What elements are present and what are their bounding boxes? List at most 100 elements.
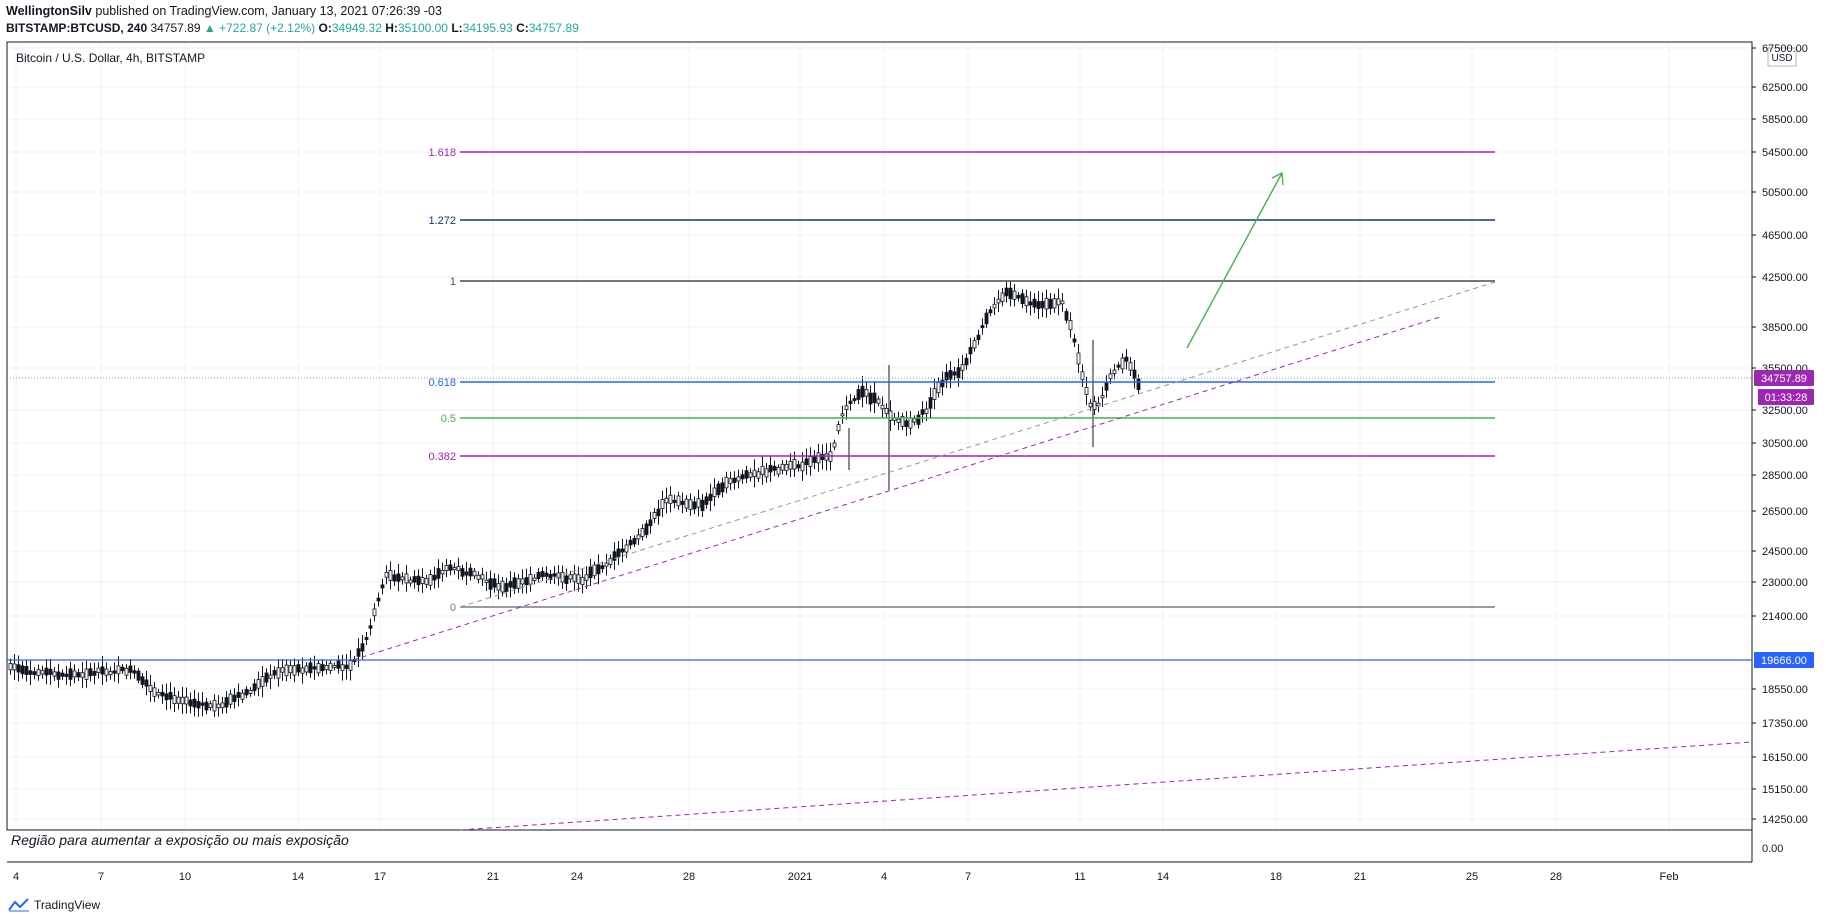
candle xyxy=(272,666,277,680)
candle xyxy=(36,664,41,681)
candle xyxy=(628,535,633,550)
time-tick-label: 17 xyxy=(374,871,386,883)
annotation-text[interactable]: Região para aumentar a exposição ou mais… xyxy=(11,832,349,848)
candle xyxy=(220,696,225,714)
candle xyxy=(536,568,541,583)
low-value: 34195.93 xyxy=(462,21,513,35)
trend-line-purple[interactable] xyxy=(352,316,1441,661)
candle xyxy=(92,662,97,685)
candle xyxy=(1040,292,1045,317)
price-tick-label: 62500.00 xyxy=(1762,82,1808,94)
candle xyxy=(768,455,773,482)
candle xyxy=(452,562,457,575)
candle xyxy=(788,453,793,478)
author-name[interactable]: WellingtonSilv xyxy=(6,4,92,18)
candle xyxy=(880,396,885,418)
price-tick-label: 32500.00 xyxy=(1762,405,1808,417)
fib-level-label: 0.618 xyxy=(428,377,456,389)
candle xyxy=(336,655,341,674)
publish-info: WellingtonSilv published on TradingView.… xyxy=(6,4,1406,19)
candle xyxy=(524,568,529,594)
candle xyxy=(412,570,417,589)
candle xyxy=(508,571,513,598)
candle xyxy=(1096,396,1101,413)
candle xyxy=(500,576,505,597)
time-axis[interactable]: 4 7 10 14 17 21 24 28 2021 4 7 11 14 18 21 25 28 Feb xyxy=(13,871,1679,883)
candle xyxy=(28,660,33,686)
candle xyxy=(1128,356,1133,376)
candlestick-series xyxy=(8,280,1141,718)
tradingview-logo[interactable]: TradingView xyxy=(8,898,100,912)
candle xyxy=(392,569,397,587)
candle xyxy=(288,659,293,679)
time-tick-label: 28 xyxy=(1550,871,1562,883)
candle xyxy=(1056,288,1061,316)
candle xyxy=(688,493,693,516)
candle xyxy=(1068,312,1073,338)
candle xyxy=(776,464,781,478)
fibonacci-extension[interactable]: 1.618 1.272 1 0.618 0.5 0.382 0 xyxy=(428,147,1495,614)
candle xyxy=(1076,344,1081,373)
candle xyxy=(1072,333,1077,348)
candle xyxy=(132,665,137,679)
time-tick-label: 2021 xyxy=(788,871,812,883)
candle xyxy=(532,574,537,585)
candle xyxy=(608,554,613,569)
candle xyxy=(852,395,857,404)
candle xyxy=(480,567,485,586)
candle xyxy=(1112,363,1117,380)
candle xyxy=(684,495,689,513)
candle xyxy=(1080,364,1085,387)
candle xyxy=(1032,293,1037,314)
candle xyxy=(872,382,877,414)
candle xyxy=(1116,361,1121,371)
candle xyxy=(388,561,393,590)
time-tick-label: 28 xyxy=(683,871,695,883)
currency-box[interactable] xyxy=(1767,47,1797,67)
candle xyxy=(836,420,841,435)
price-tick-label: 18550.00 xyxy=(1762,684,1808,696)
candle xyxy=(284,659,289,682)
candle xyxy=(396,563,401,592)
candle xyxy=(796,460,801,472)
countdown-tag: 01:33:28 xyxy=(1758,389,1814,405)
candle xyxy=(184,687,189,714)
price-tick-label: 14250.00 xyxy=(1762,814,1808,826)
candle xyxy=(464,561,469,586)
candle xyxy=(844,395,849,420)
candle xyxy=(360,635,365,660)
candle xyxy=(660,490,665,518)
price-axis[interactable]: 67500.00 62500.00 58500.00 54500.00 50500.00… xyxy=(1752,43,1808,826)
price-tick-label: 21400.00 xyxy=(1762,611,1808,623)
candle xyxy=(516,574,521,593)
candle xyxy=(420,568,425,593)
candle xyxy=(208,700,213,711)
candle xyxy=(152,681,157,703)
candle xyxy=(364,631,369,646)
candle xyxy=(260,666,265,698)
candle xyxy=(68,661,73,687)
time-tick-label: 4 xyxy=(881,871,887,883)
candle xyxy=(44,658,49,685)
candle xyxy=(172,687,177,713)
candle xyxy=(1044,289,1049,318)
trend-line-gray[interactable] xyxy=(459,281,1496,608)
projection-arrow[interactable] xyxy=(1186,171,1284,349)
candle xyxy=(864,381,869,404)
candle xyxy=(1124,348,1129,370)
candle xyxy=(904,411,909,437)
candle xyxy=(732,471,737,490)
open-value: 34949.32 xyxy=(331,21,382,35)
candle xyxy=(320,659,325,677)
candle xyxy=(448,559,453,576)
candle xyxy=(928,387,933,419)
candle xyxy=(96,662,101,679)
candle xyxy=(188,692,193,714)
candle xyxy=(276,659,281,687)
time-tick-label: 25 xyxy=(1466,871,1478,883)
candle xyxy=(216,695,221,717)
candle xyxy=(944,363,949,389)
candle xyxy=(900,412,905,431)
candle xyxy=(252,678,257,696)
